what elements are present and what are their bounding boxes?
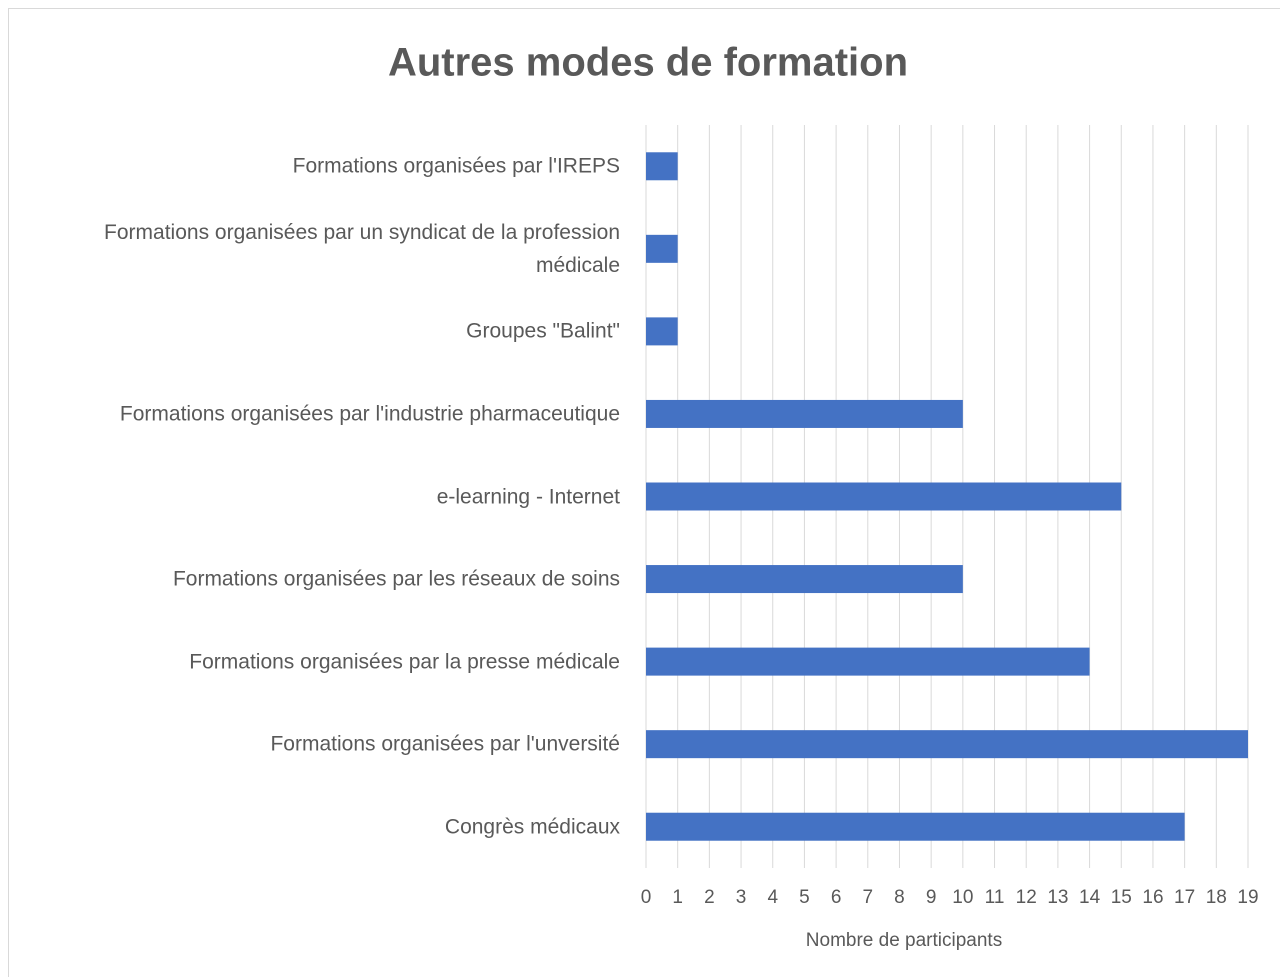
y-tick-label: Formations organisées par un syndicat de…	[104, 220, 620, 277]
x-tick-label: 2	[704, 887, 715, 908]
y-tick-label: Formations organisées par l'industrie ph…	[119, 402, 620, 426]
x-tick-label: 1	[672, 887, 683, 908]
x-tick-label: 15	[1111, 887, 1132, 908]
x-axis-label: Nombre de participants	[806, 930, 1002, 951]
x-tick-label: 16	[1142, 887, 1163, 908]
bar	[646, 317, 678, 346]
x-tick-label: 0	[641, 887, 652, 908]
x-tick-label: 3	[736, 887, 747, 908]
bar	[646, 482, 1122, 511]
y-tick-label: Formations organisées par l'unversité	[270, 732, 620, 756]
x-tick-label: 12	[1016, 887, 1037, 908]
y-tick-label: Formations organisées par les réseaux de…	[172, 567, 620, 591]
x-tick-label: 4	[767, 887, 778, 908]
x-tick-label: 10	[952, 887, 973, 908]
bar	[646, 152, 678, 181]
bar	[646, 812, 1185, 841]
x-tick-label: 11	[985, 887, 1005, 908]
x-tick-label: 17	[1174, 887, 1195, 908]
x-tick-label: 9	[926, 887, 937, 908]
x-tick-label: 19	[1237, 887, 1258, 908]
bar	[646, 399, 963, 428]
y-tick-label: Groupes "Balint"	[466, 319, 620, 343]
y-tick-label: Formations organisées par l'IREPS	[292, 154, 620, 178]
y-tick-label: Formations organisées par la presse médi…	[189, 650, 620, 674]
x-tick-label: 5	[799, 887, 810, 908]
x-tick-label: 18	[1206, 887, 1227, 908]
bar	[646, 647, 1090, 676]
x-tick-label: 13	[1047, 887, 1068, 908]
x-tick-label: 6	[831, 887, 842, 908]
chart-border	[8, 8, 1280, 977]
y-tick-label: e-learning - Internet	[436, 485, 620, 508]
bar	[646, 730, 1248, 759]
bar	[646, 565, 963, 594]
y-tick-label: Congrès médicaux	[444, 815, 620, 839]
x-tick-label: 7	[863, 887, 874, 908]
x-tick-label: 14	[1079, 887, 1101, 908]
bar	[646, 234, 678, 263]
x-tick-label: 8	[894, 887, 905, 908]
chart-title: Autres modes de formation	[388, 41, 908, 85]
